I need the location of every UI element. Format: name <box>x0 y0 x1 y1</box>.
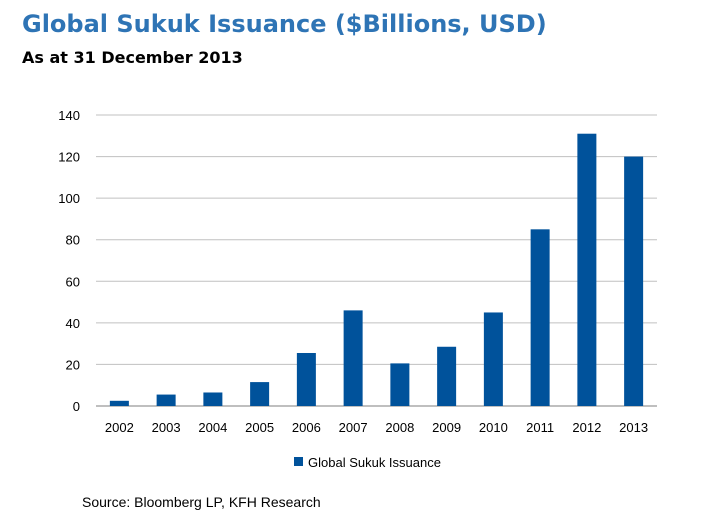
bar <box>203 392 223 406</box>
x-tick-label: 2011 <box>526 420 554 435</box>
x-tick-label: 2010 <box>479 420 508 435</box>
legend: Global Sukuk Issuance <box>294 455 441 470</box>
x-tick-label: 2008 <box>385 420 414 435</box>
bar <box>483 312 503 406</box>
y-tick-label: 60 <box>66 274 80 289</box>
x-tick-label: 2004 <box>198 420 227 435</box>
bar <box>296 352 316 406</box>
x-tick-label: 2006 <box>292 420 321 435</box>
bar <box>109 400 129 406</box>
y-tick-label: 20 <box>66 357 80 372</box>
x-axis-tick-labels: 2002 2003 2004 2005 2006 2007 2008 2009 2010 2011… <box>105 420 648 435</box>
x-tick-label: 2009 <box>432 420 461 435</box>
bar <box>437 346 457 406</box>
x-tick-label: 2007 <box>339 420 368 435</box>
source-note: Source: Bloomberg LP, KFH Research <box>82 494 321 510</box>
y-tick-label: 0 <box>73 399 80 414</box>
bars <box>109 133 644 406</box>
chart-subtitle: As at 31 December 2013 <box>22 48 243 67</box>
y-tick-label: 40 <box>66 316 80 331</box>
x-tick-label: 2012 <box>572 420 601 435</box>
y-tick-label: 140 <box>58 108 80 123</box>
x-tick-label: 2013 <box>619 420 648 435</box>
bar <box>250 382 270 406</box>
y-tick-label: 100 <box>58 191 80 206</box>
gridlines <box>96 114 657 407</box>
bar <box>156 394 176 406</box>
legend-swatch <box>294 457 303 466</box>
x-tick-label: 2003 <box>152 420 181 435</box>
bar <box>343 310 363 406</box>
x-tick-label: 2005 <box>245 420 274 435</box>
bar <box>624 156 644 406</box>
y-tick-label: 80 <box>66 233 80 248</box>
legend-label: Global Sukuk Issuance <box>308 455 441 470</box>
chart-title: Global Sukuk Issuance ($Billions, USD) <box>22 10 547 38</box>
bar <box>530 229 550 406</box>
bar <box>577 133 597 406</box>
y-tick-label: 120 <box>58 150 80 165</box>
y-axis-tick-labels: 0 20 40 60 80 100 120 140 <box>58 108 80 414</box>
x-tick-label: 2002 <box>105 420 134 435</box>
bar <box>390 363 410 406</box>
